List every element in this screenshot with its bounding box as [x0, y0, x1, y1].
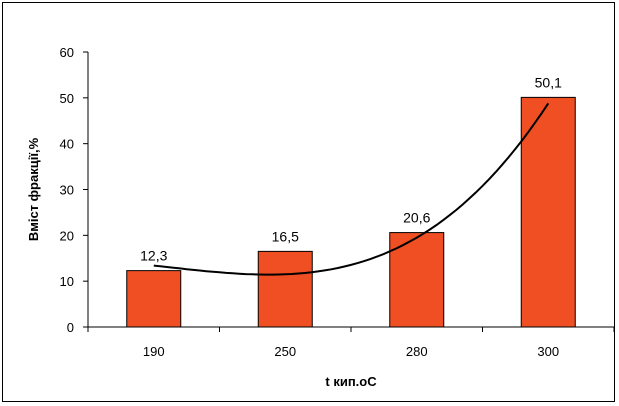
data-label: 16,5 — [272, 228, 299, 244]
x-axis-ticks: 190 250 280 300 — [87, 327, 615, 359]
bar — [257, 250, 313, 328]
data-labels: 12,3 16,5 20,6 50,1 — [140, 74, 562, 263]
x-tick-label: 280 — [406, 344, 428, 359]
data-label: 20,6 — [403, 210, 430, 226]
y-axis-ticks: 0 10 20 30 40 50 60 — [60, 45, 88, 335]
trendline — [153, 102, 550, 276]
x-tick-label: 250 — [274, 344, 296, 359]
y-tick-label: 30 — [60, 183, 74, 198]
y-tick-label: 60 — [60, 45, 74, 60]
y-tick-label: 0 — [67, 320, 74, 335]
y-tick-label: 20 — [60, 228, 74, 243]
data-label: 50,1 — [535, 74, 562, 90]
x-axis-title: t кип.оС — [325, 374, 377, 389]
x-tick-label: 190 — [143, 344, 165, 359]
bar — [520, 96, 576, 328]
y-axis-title: Вміст фракції,% — [26, 137, 41, 241]
x-tick-label: 300 — [537, 344, 559, 359]
data-label: 12,3 — [140, 248, 167, 264]
chart-frame — [2, 2, 615, 402]
y-tick-label: 50 — [60, 91, 74, 106]
bars — [126, 96, 576, 328]
bar — [126, 270, 182, 328]
y-tick-label: 10 — [60, 274, 74, 289]
y-tick-label: 40 — [60, 137, 74, 152]
